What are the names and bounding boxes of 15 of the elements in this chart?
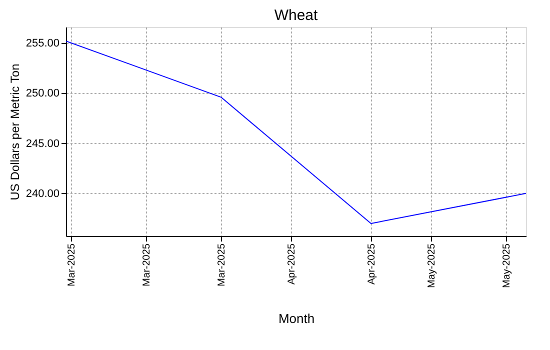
x-tick-label: May-2025 (502, 243, 512, 288)
x-tick-label: Mar-2025 (216, 243, 228, 286)
x-tick-label: Mar-2025 (142, 243, 152, 286)
x-tick-label: Apr-2025 (286, 243, 298, 285)
y-tick-label: 245.00 (26, 138, 60, 150)
x-axis-title: Month (278, 310, 315, 326)
chart-title: Wheat (274, 7, 319, 24)
x-tick-label: May-2025 (426, 243, 438, 288)
y-axis-title: US Dollars per Metric Ton (8, 64, 22, 200)
line-series (66, 40, 526, 224)
x-tick-label: Mar-2025 (66, 243, 78, 286)
y-tick-label: 255.00 (26, 38, 60, 50)
y-tick-label: 240.00 (26, 188, 60, 200)
x-tick-label: Apr-2025 (366, 243, 378, 285)
y-tick-label: 250.00 (26, 88, 60, 100)
